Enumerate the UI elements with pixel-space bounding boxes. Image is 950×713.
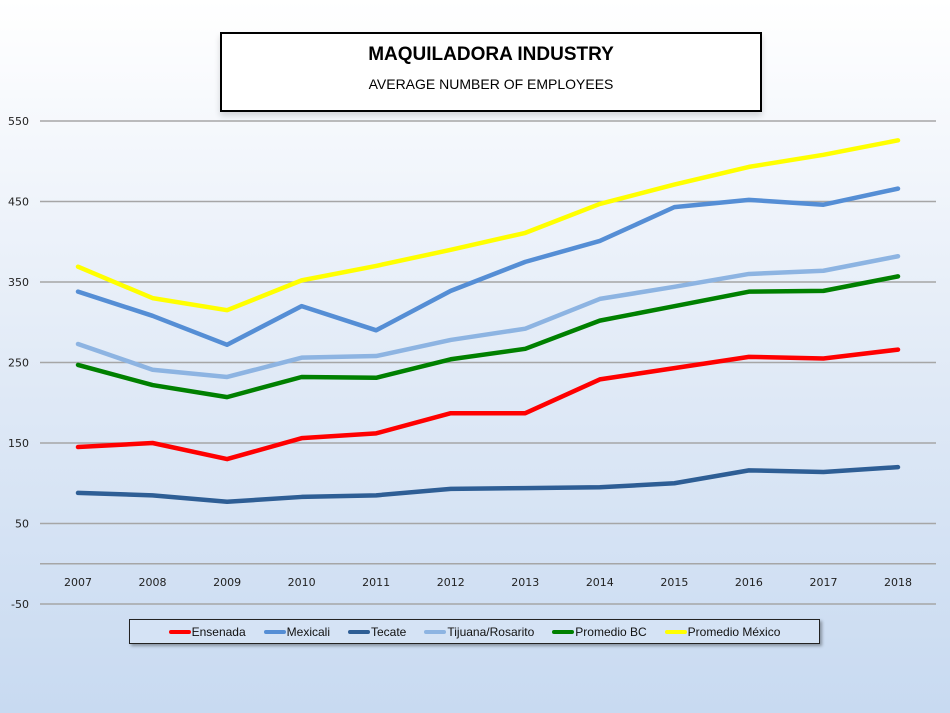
x-tick-label: 2018 xyxy=(884,576,912,589)
legend-swatch xyxy=(552,629,575,634)
chart-title-box: MAQUILADORA INDUSTRY AVERAGE NUMBER OF E… xyxy=(220,32,762,112)
legend-item: Tecate xyxy=(348,625,406,639)
y-tick-label: 150 xyxy=(8,437,29,450)
legend-swatch xyxy=(424,629,447,634)
legend-item: Promedio BC xyxy=(552,624,647,639)
series-tijuana-rosarito xyxy=(75,253,901,380)
gridlines xyxy=(40,120,936,605)
legend-item: Mexicali xyxy=(263,624,330,639)
x-tick-label: 2010 xyxy=(288,576,316,589)
series-line xyxy=(75,347,901,462)
series-line xyxy=(75,186,901,348)
x-tick-label: 2012 xyxy=(437,576,465,589)
y-tick-label: 450 xyxy=(8,196,29,209)
series-ensenada xyxy=(75,347,901,462)
series-promedio-m-xico xyxy=(75,138,901,313)
series-mexicali xyxy=(75,186,901,348)
y-tick-label: 250 xyxy=(8,357,29,370)
x-tick-label: 2007 xyxy=(64,576,92,589)
x-tick-label: 2008 xyxy=(139,576,167,589)
legend-label: Tijuana/Rosarito xyxy=(447,624,535,639)
x-tick-label: 2011 xyxy=(362,576,390,589)
series-line xyxy=(75,274,901,400)
series-line xyxy=(75,253,901,380)
x-tick-label: 2017 xyxy=(809,576,837,589)
legend-swatch xyxy=(263,629,286,634)
x-tick-label: 2014 xyxy=(586,576,614,589)
y-tick-label: 350 xyxy=(8,276,29,289)
legend-label: Tecate xyxy=(371,624,407,639)
y-axis-ticks: 550 450 350 250 150 50 -50 xyxy=(8,115,29,611)
x-axis-ticks: 2007 2008 2009 2010 2011 2012 2013 2014 2015 2016… xyxy=(64,576,912,589)
x-tick-label: 2016 xyxy=(735,576,763,589)
legend: Ensenada Mexicali Tecate Tijuana/Rosarito Pr… xyxy=(129,619,820,644)
x-tick-label: 2015 xyxy=(660,576,688,589)
chart-title: MAQUILADORA INDUSTRY xyxy=(368,44,614,65)
series-promedio-bc xyxy=(75,274,901,400)
legend-label: Promedio BC xyxy=(575,624,647,639)
legend-item: Ensenada xyxy=(168,624,246,639)
legend-item: Promedio México xyxy=(664,624,781,639)
series-line xyxy=(75,464,901,505)
legend-label: Promedio México xyxy=(687,624,781,639)
legend-label: Ensenada xyxy=(191,624,246,639)
series-lines xyxy=(75,138,901,505)
series-tecate xyxy=(75,464,901,505)
y-tick-label: 550 xyxy=(8,115,29,128)
legend-swatch xyxy=(348,629,370,634)
legend-swatch xyxy=(168,629,191,634)
x-tick-label: 2009 xyxy=(213,576,241,589)
x-tick-label: 2013 xyxy=(511,576,539,589)
series-line xyxy=(75,138,901,313)
legend-swatch xyxy=(664,629,687,634)
chart-subtitle: AVERAGE NUMBER OF EMPLOYEES xyxy=(368,76,614,92)
legend-label: Mexicali xyxy=(286,624,330,639)
legend-item: Tijuana/Rosarito xyxy=(424,625,534,639)
y-tick-label: -50 xyxy=(11,598,29,611)
y-tick-label: 50 xyxy=(15,518,29,531)
